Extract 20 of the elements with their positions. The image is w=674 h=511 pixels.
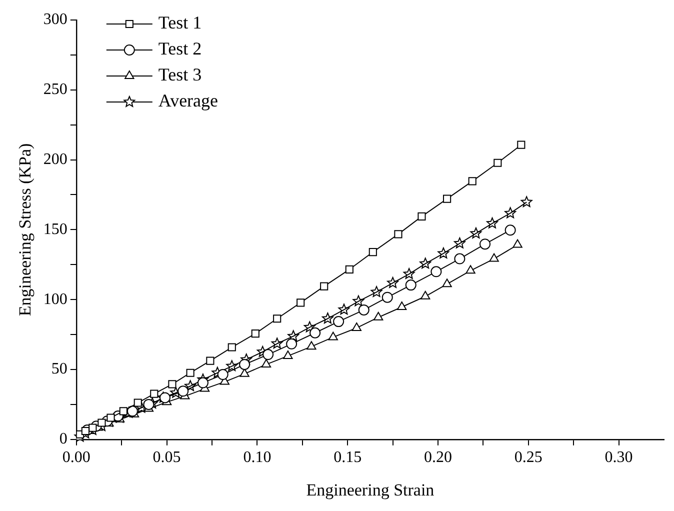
x-tick-label: 0.10	[243, 449, 272, 466]
x-tick-label: 0.25	[514, 449, 542, 466]
y-tick-label: 300	[43, 11, 68, 28]
x-tick-label: 0.20	[424, 449, 452, 466]
y-tick-label: 150	[43, 220, 68, 238]
legend-label: Test 1	[158, 12, 202, 33]
y-tick-label: 100	[43, 290, 68, 308]
x-tick-label: 0.30	[604, 449, 633, 466]
legend-label: Test 3	[158, 64, 202, 85]
x-axis-title: Engineering Strain	[306, 480, 435, 500]
y-tick-label: 50	[51, 360, 68, 378]
x-tick-label: 0.00	[62, 449, 90, 466]
y-tick-label: 250	[43, 81, 68, 98]
x-tick-label: 0.15	[334, 449, 362, 466]
y-tick-label: 200	[43, 151, 68, 168]
x-tick-label: 0.05	[152, 449, 181, 466]
y-axis-title: Engineering Stress (KPa)	[16, 143, 35, 316]
y-tick-label: 0	[59, 430, 68, 448]
legend-label: Test 2	[158, 38, 202, 59]
legend-label: Average	[158, 90, 218, 111]
